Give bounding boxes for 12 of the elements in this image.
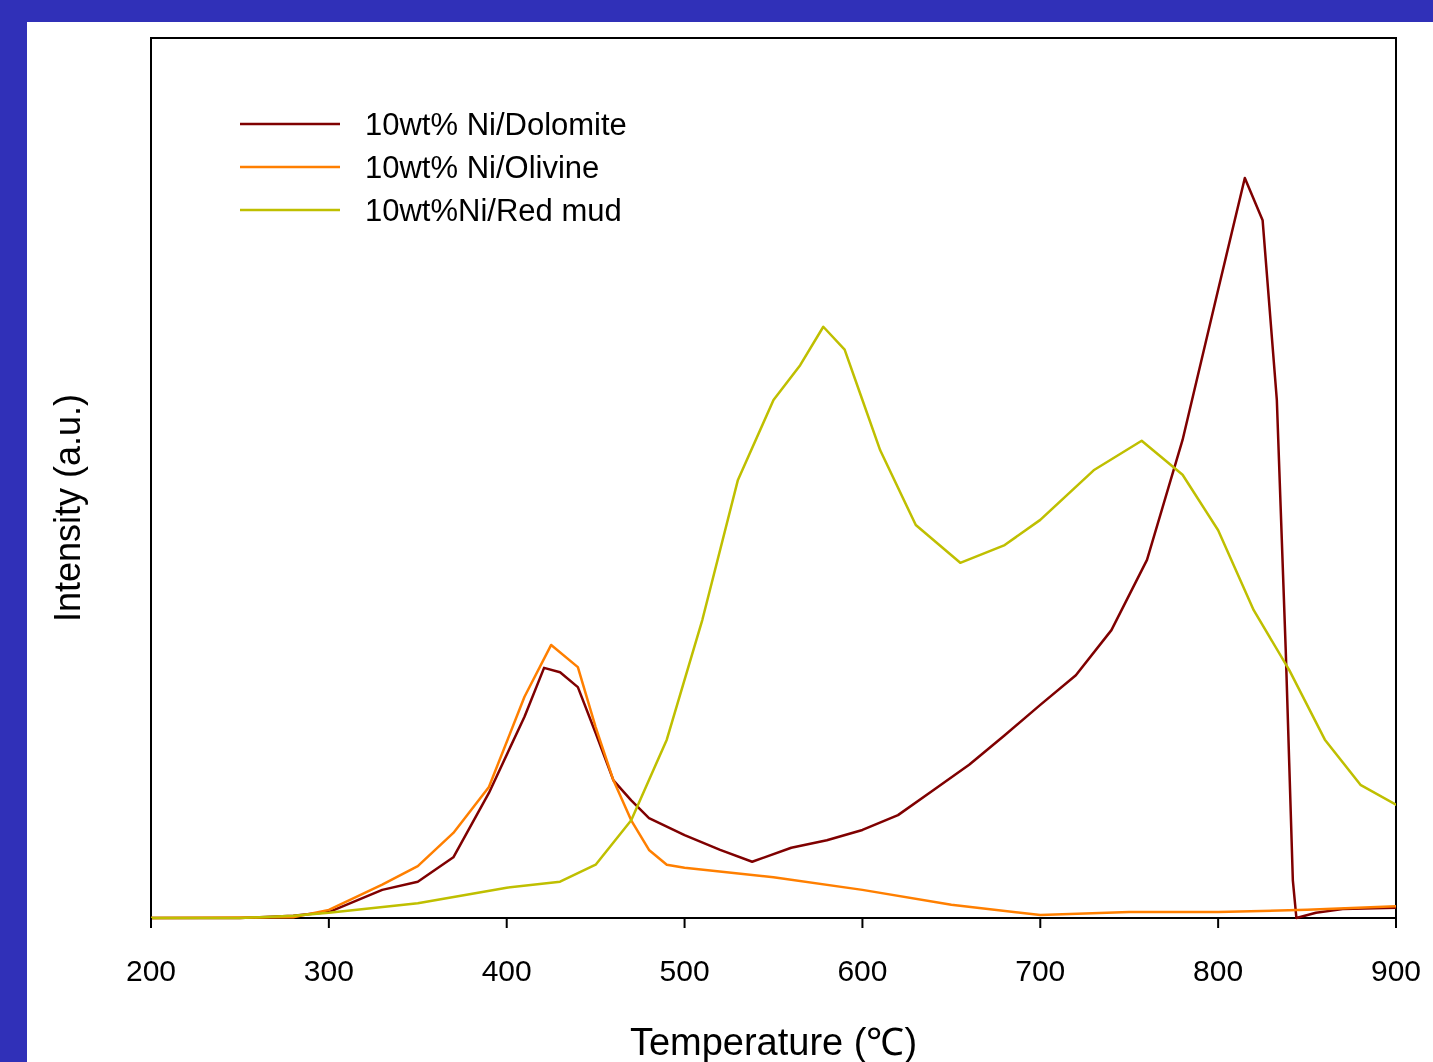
x-tick-label: 800 (1193, 954, 1244, 987)
x-tick-label: 300 (303, 954, 354, 987)
y-axis-title: Intensity (a.u.) (47, 393, 88, 623)
x-tick-label: 900 (1370, 954, 1422, 987)
x-tick-label: 200 (125, 954, 177, 987)
x-tick-label: 400 (481, 954, 532, 987)
x-tick-label: 600 (837, 954, 888, 987)
legend-label: 10wt%Ni/Red mud (365, 193, 622, 228)
legend-label: 10wt% Ni/Olivine (365, 150, 600, 185)
legend-label: 10wt% Ni/Dolomite (365, 107, 627, 142)
x-tick-label: 500 (659, 954, 710, 987)
x-tick-label: 700 (1015, 954, 1066, 987)
